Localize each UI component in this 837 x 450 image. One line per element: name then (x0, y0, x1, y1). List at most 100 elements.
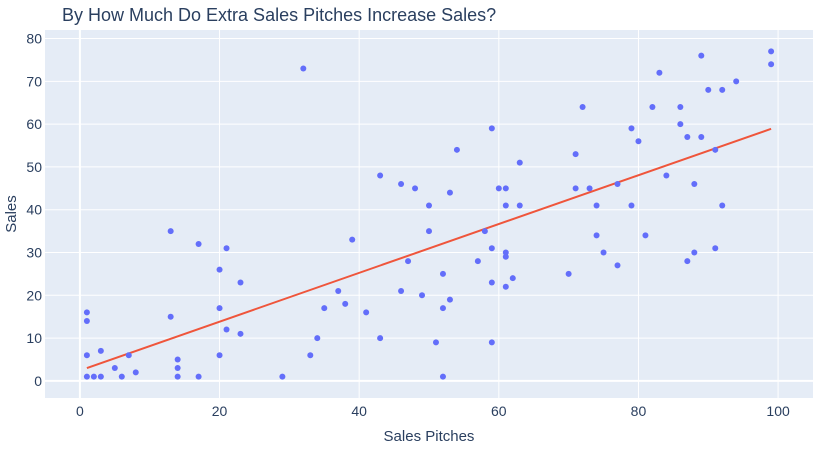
data-point[interactable] (398, 181, 405, 188)
data-point[interactable] (502, 202, 509, 209)
data-point[interactable] (398, 288, 405, 295)
data-point[interactable] (446, 296, 453, 303)
data-point[interactable] (516, 202, 523, 209)
data-point[interactable] (600, 249, 607, 256)
data-point[interactable] (223, 245, 230, 252)
data-point[interactable] (83, 317, 90, 324)
data-point[interactable] (733, 78, 740, 85)
data-point[interactable] (195, 373, 202, 380)
data-point[interactable] (502, 249, 509, 256)
data-point[interactable] (237, 330, 244, 337)
data-point[interactable] (432, 339, 439, 346)
data-point[interactable] (237, 279, 244, 286)
data-point[interactable] (502, 253, 509, 260)
data-point[interactable] (488, 339, 495, 346)
data-point[interactable] (446, 189, 453, 196)
data-point[interactable] (453, 146, 460, 153)
data-point[interactable] (719, 202, 726, 209)
data-point[interactable] (509, 275, 516, 282)
data-point[interactable] (342, 300, 349, 307)
data-point[interactable] (321, 305, 328, 312)
data-point[interactable] (565, 270, 572, 277)
data-point[interactable] (488, 125, 495, 132)
data-point[interactable] (216, 266, 223, 273)
data-point[interactable] (405, 258, 412, 265)
data-point[interactable] (132, 369, 139, 376)
data-point[interactable] (684, 133, 691, 140)
data-point[interactable] (516, 159, 523, 166)
data-point[interactable] (642, 232, 649, 239)
data-point[interactable] (502, 185, 509, 192)
data-point[interactable] (377, 335, 384, 342)
data-point[interactable] (335, 288, 342, 295)
data-point[interactable] (691, 181, 698, 188)
data-point[interactable] (167, 228, 174, 235)
y-tick-label: 40 (26, 202, 42, 218)
data-point[interactable] (628, 202, 635, 209)
data-point[interactable] (97, 373, 104, 380)
data-point[interactable] (279, 373, 286, 380)
data-point[interactable] (677, 104, 684, 111)
data-point[interactable] (174, 365, 181, 372)
data-point[interactable] (586, 185, 593, 192)
data-point[interactable] (649, 104, 656, 111)
data-point[interactable] (572, 151, 579, 158)
data-point[interactable] (572, 185, 579, 192)
data-point[interactable] (426, 202, 432, 209)
data-point[interactable] (439, 305, 446, 312)
data-point[interactable] (83, 373, 90, 380)
data-point[interactable] (349, 236, 356, 243)
data-point[interactable] (412, 185, 419, 192)
data-point[interactable] (90, 373, 97, 380)
data-point[interactable] (481, 228, 488, 235)
data-point[interactable] (656, 69, 663, 76)
data-point[interactable] (111, 365, 118, 372)
data-point[interactable] (97, 347, 104, 354)
data-point[interactable] (593, 232, 600, 239)
data-point[interactable] (474, 258, 481, 265)
data-point[interactable] (377, 172, 384, 179)
data-point[interactable] (495, 185, 502, 192)
data-point[interactable] (691, 249, 698, 256)
data-point[interactable] (216, 352, 223, 359)
data-point[interactable] (719, 86, 726, 93)
data-point[interactable] (419, 292, 426, 299)
data-point[interactable] (698, 52, 705, 59)
y-tick-label: 50 (26, 159, 42, 175)
data-point[interactable] (579, 104, 586, 111)
data-point[interactable] (628, 125, 635, 132)
data-point[interactable] (195, 240, 202, 247)
data-point[interactable] (167, 313, 174, 320)
data-point[interactable] (488, 279, 495, 286)
data-point[interactable] (83, 352, 90, 359)
data-point[interactable] (635, 138, 642, 145)
data-point[interactable] (488, 245, 495, 252)
data-point[interactable] (698, 133, 705, 140)
data-point[interactable] (300, 65, 307, 72)
data-point[interactable] (426, 228, 432, 235)
data-point[interactable] (118, 373, 125, 380)
data-point[interactable] (439, 270, 446, 277)
data-point[interactable] (614, 181, 621, 188)
data-point[interactable] (712, 146, 719, 153)
data-point[interactable] (677, 121, 684, 128)
data-point[interactable] (223, 326, 230, 333)
data-point[interactable] (83, 309, 90, 316)
data-point[interactable] (593, 202, 600, 209)
data-point[interactable] (125, 352, 132, 359)
data-point[interactable] (502, 283, 509, 290)
data-point[interactable] (363, 309, 370, 316)
data-point[interactable] (768, 48, 775, 55)
data-point[interactable] (712, 245, 719, 252)
data-point[interactable] (439, 373, 446, 380)
data-point[interactable] (614, 262, 621, 269)
data-point[interactable] (216, 305, 223, 312)
data-point[interactable] (314, 335, 321, 342)
data-point[interactable] (768, 61, 775, 68)
data-point[interactable] (174, 373, 181, 380)
data-point[interactable] (174, 356, 181, 363)
data-point[interactable] (663, 172, 670, 179)
data-point[interactable] (684, 258, 691, 265)
data-point[interactable] (307, 352, 314, 359)
data-point[interactable] (705, 86, 712, 93)
